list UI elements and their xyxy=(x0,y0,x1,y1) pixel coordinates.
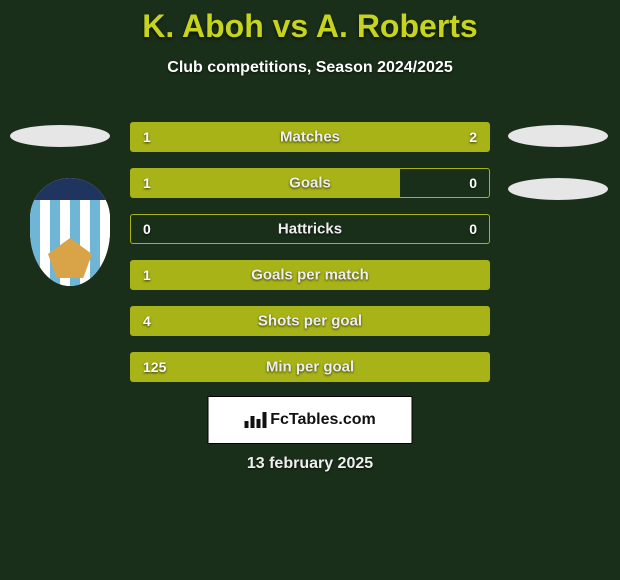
player-b-slot-1 xyxy=(508,125,608,147)
stat-value-left: 0 xyxy=(143,221,151,237)
stat-value-right: 0 xyxy=(469,175,477,191)
stat-row: 125Min per goal xyxy=(130,352,490,382)
stat-row: 1Goals per match xyxy=(130,260,490,290)
page-subtitle: Club competitions, Season 2024/2025 xyxy=(0,59,620,77)
stat-row: 4Shots per goal xyxy=(130,306,490,336)
stat-label: Hattricks xyxy=(131,221,489,238)
player-a-slot xyxy=(10,125,110,147)
club-crest-icon xyxy=(30,178,110,286)
player-b-slot-2 xyxy=(508,178,608,200)
stat-bar-left xyxy=(131,169,400,197)
stat-bar-left xyxy=(131,123,253,151)
brand-box[interactable]: FcTables.com xyxy=(208,396,413,444)
date-text: 13 february 2025 xyxy=(0,455,620,473)
stat-bar-left xyxy=(131,261,489,289)
brand-text: FcTables.com xyxy=(270,411,376,429)
bar-chart-icon xyxy=(244,412,264,428)
stat-row: 12Matches xyxy=(130,122,490,152)
stat-row: 10Goals xyxy=(130,168,490,198)
stat-row: 0 0Hattricks xyxy=(130,214,490,244)
page-title: K. Aboh vs A. Roberts xyxy=(0,0,620,45)
stat-bar-left xyxy=(131,353,489,381)
stat-value-right: 0 xyxy=(469,221,477,237)
stat-bar-left xyxy=(131,307,489,335)
stat-bar-right xyxy=(253,123,489,151)
comparison-bars: 12Matches10Goals00Hattricks1Goals per ma… xyxy=(130,122,490,398)
